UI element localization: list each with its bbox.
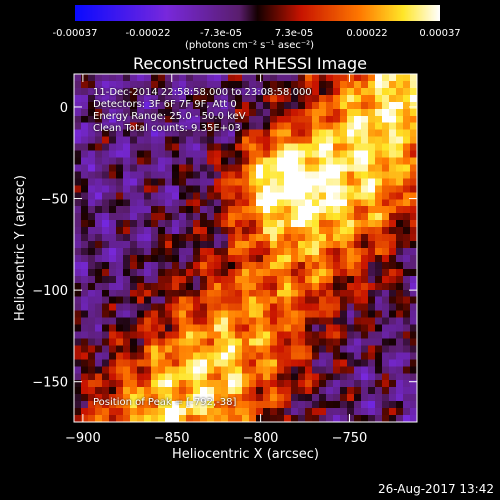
info-clean-counts: Clean Total counts: 9.35E+03 xyxy=(93,123,241,134)
colorbar-unit-label: (photons cm⁻² s⁻¹ asec⁻²) xyxy=(185,40,315,51)
info-time-range: 11-Dec-2014 22:58:58.000 to 23:08:58.000 xyxy=(93,87,312,98)
colorbar-tick: 0.00037 xyxy=(419,28,461,39)
y-axis-label: Heliocentric Y (arcsec) xyxy=(13,175,28,321)
colorbar-tick: 0.00022 xyxy=(346,28,388,39)
x-tick-label: −900 xyxy=(65,431,101,446)
peak-position-label: Position of Peak = [-792,-38] xyxy=(93,397,237,408)
colorbar-tick: -0.00022 xyxy=(125,28,171,39)
x-tick-label: −800 xyxy=(243,431,279,446)
heatmap-image xyxy=(74,74,417,422)
plot-frame xyxy=(73,73,418,423)
y-tick-label: −150 xyxy=(32,376,68,391)
chart-title: Reconstructed RHESSI Image xyxy=(133,54,367,73)
x-tick-label: −850 xyxy=(154,431,190,446)
y-tick-label: −100 xyxy=(32,284,68,299)
y-tick-label: 0 xyxy=(60,101,68,116)
colorbar-tick: -0.00037 xyxy=(52,28,98,39)
colorbar xyxy=(75,5,440,21)
y-tick-label: −50 xyxy=(41,193,68,208)
info-detectors: Detectors: 3F 6F 7F 9F, Att 0 xyxy=(93,99,237,110)
info-energy-range: Energy Range: 25.0 - 50.0 keV xyxy=(93,111,246,122)
colorbar-tick: -7.3e-05 xyxy=(200,28,242,39)
footer-timestamp: 26-Aug-2017 13:42 xyxy=(377,482,494,496)
colorbar-ticks: -0.00037 -0.00022 -7.3e-05 7.3e-05 0.000… xyxy=(0,28,500,42)
x-axis-label: Heliocentric X (arcsec) xyxy=(172,447,319,462)
colorbar-tick: 7.3e-05 xyxy=(274,28,314,39)
x-tick-label: −750 xyxy=(332,431,368,446)
